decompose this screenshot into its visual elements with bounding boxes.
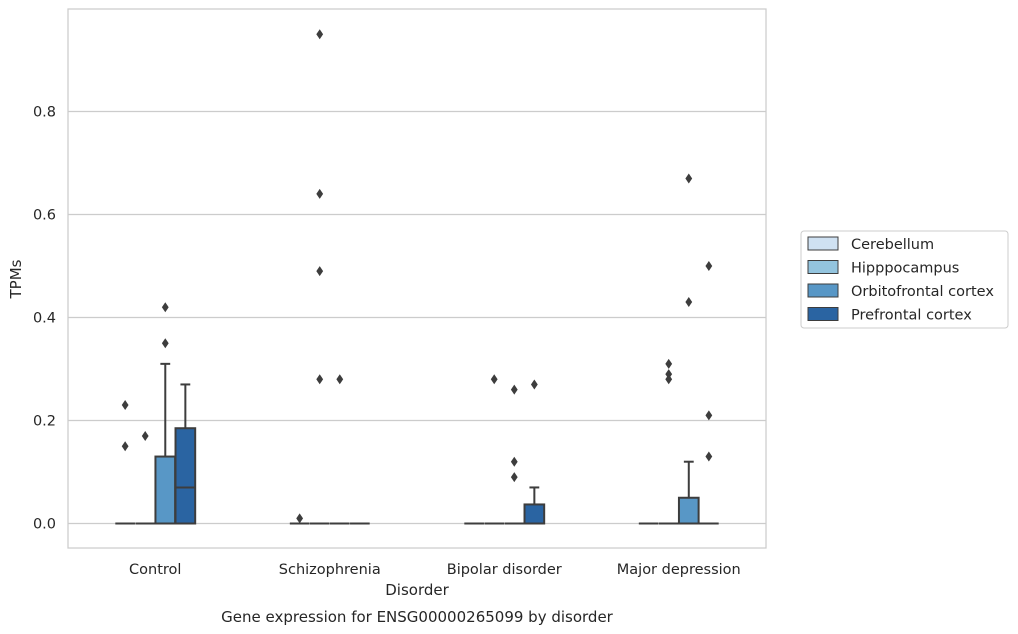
outlier-point xyxy=(530,379,538,390)
y-tick-label: 0.8 xyxy=(33,105,56,121)
y-axis-ticks: 0.0 0.2 0.4 0.6 0.8 xyxy=(33,105,56,533)
outlier-point xyxy=(316,374,324,385)
outlier-point xyxy=(705,261,713,271)
x-axis-ticks: Control Schizophrenia Bipolar disorder Majo… xyxy=(129,562,741,578)
y-tick-label: 0.6 xyxy=(33,208,56,224)
box xyxy=(677,496,700,525)
legend-label: Orbitofrontal cortex xyxy=(851,284,994,300)
outlier-point xyxy=(161,302,169,313)
legend-label: Hipppocampus xyxy=(851,261,959,277)
box-group xyxy=(174,383,197,525)
outlier-point xyxy=(685,297,693,308)
x-tick-label: Schizophrenia xyxy=(279,562,381,578)
outlier-point xyxy=(336,374,344,385)
outlier-point xyxy=(316,29,324,40)
box-group xyxy=(677,173,700,525)
box-group xyxy=(658,358,679,525)
outlier-point xyxy=(510,472,518,483)
outlier-point xyxy=(121,441,129,452)
y-tick-label: 0.2 xyxy=(33,414,56,430)
legend-swatch xyxy=(807,260,839,274)
box-group xyxy=(523,379,546,525)
box-group xyxy=(699,261,719,525)
box-group xyxy=(329,374,350,525)
legend-swatch xyxy=(807,307,839,321)
box-plot-series xyxy=(115,29,719,525)
outlier-point xyxy=(665,374,673,385)
outlier-point xyxy=(665,369,673,380)
outlier-point xyxy=(161,338,169,349)
legend-label: Prefrontal cortex xyxy=(851,308,972,324)
outlier-point xyxy=(705,451,713,462)
y-axis-label: TPMs xyxy=(7,259,25,299)
box-group xyxy=(154,302,177,525)
legend-swatch xyxy=(807,283,839,298)
outlier-point xyxy=(121,400,129,411)
legend: Cerebellum Hipppocampus Orbitofrontal cort… xyxy=(800,230,1009,329)
box xyxy=(154,455,177,525)
box xyxy=(523,503,546,525)
outlier-point xyxy=(705,410,713,421)
outlier-point xyxy=(510,384,518,395)
outlier-point xyxy=(510,456,518,467)
legend-label: Cerebellum xyxy=(851,237,934,253)
box-group xyxy=(309,29,330,525)
legend-frame xyxy=(800,230,1009,329)
x-tick-label: Major depression xyxy=(617,562,741,578)
outlier-point xyxy=(316,188,324,199)
x-tick-label: Control xyxy=(129,562,181,578)
y-tick-label: 0.0 xyxy=(33,517,56,533)
box-group xyxy=(135,430,156,525)
box-group xyxy=(484,374,505,525)
outlier-point xyxy=(296,513,304,524)
legend-swatch xyxy=(807,236,839,251)
x-axis-label: Disorder xyxy=(385,581,449,599)
outlier-point xyxy=(490,374,498,385)
outlier-point xyxy=(316,266,324,277)
y-tick-label: 0.4 xyxy=(33,311,56,327)
box-group xyxy=(289,513,310,525)
outlier-point xyxy=(141,430,149,441)
x-tick-label: Bipolar disorder xyxy=(447,562,562,578)
chart-caption: Gene expression for ENSG00000265099 by d… xyxy=(221,608,614,626)
box-group xyxy=(504,384,525,525)
box xyxy=(174,427,197,525)
plot-frame xyxy=(67,8,767,549)
outlier-point xyxy=(685,173,693,184)
outlier-point xyxy=(665,358,673,369)
box-group xyxy=(115,400,135,525)
